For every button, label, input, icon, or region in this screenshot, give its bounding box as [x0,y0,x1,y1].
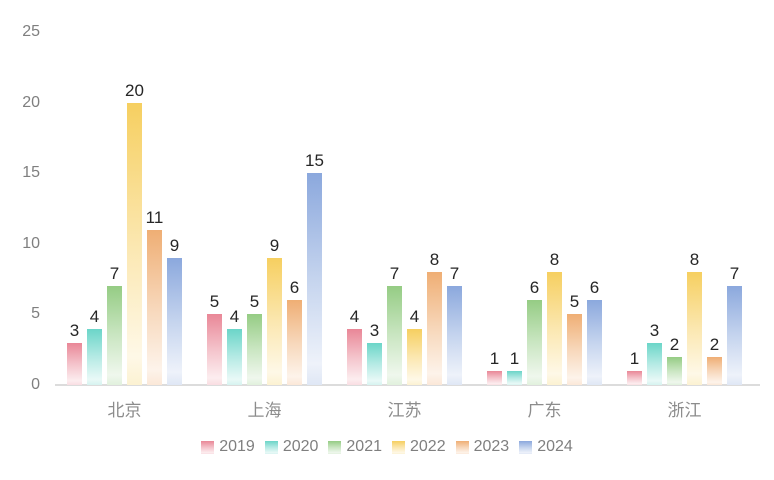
y-tick-label: 25 [22,23,40,40]
legend-item-2022: 2022 [392,438,446,456]
bar-group: 5 4 5 9 6 15 [207,152,324,385]
bar-2021: 6 [527,279,542,385]
bar-value-label: 8 [549,250,560,270]
bar-2024: 7 [447,265,462,385]
bar-value-label: 15 [305,151,324,171]
bar-2023: 11 [146,208,163,385]
bar-2019: 3 [67,321,82,385]
legend-label: 2021 [346,438,382,455]
bar-2020: 3 [367,321,382,385]
bar-2020: 3 [647,321,662,385]
bar-value-label: 9 [169,235,180,255]
legend-swatch-icon [201,440,215,454]
bar-2019: 4 [347,307,362,385]
legend-item-2021: 2021 [328,438,382,456]
bar-2019: 1 [487,349,502,385]
legend-swatch-icon [264,440,278,454]
bar-value-label: 3 [369,320,380,340]
bar-2024: 9 [167,236,182,385]
category-label: 北京 [107,401,142,420]
bar-2023: 5 [567,293,582,385]
bar-2022: 20 [125,81,144,385]
bar-value-label: 11 [145,207,164,227]
category-label: 广东 [527,401,562,420]
bar-value-label: 2 [669,334,680,354]
legend-label: 2023 [473,438,510,455]
category-label: 江苏 [387,401,422,420]
y-tick-label: 0 [31,376,40,393]
bar-2019: 1 [627,349,642,385]
bar-2023: 8 [427,251,442,385]
legend-swatch-icon [519,440,533,454]
y-tick-label: 10 [22,234,40,252]
bar-2022: 8 [687,251,702,385]
bar-2021: 2 [667,335,682,385]
category-label: 浙江 [667,401,702,420]
bar-value-label: 7 [449,264,460,284]
bar-2022: 4 [407,307,422,385]
bar-value-label: 5 [249,292,260,312]
bar-value-label: 5 [569,292,580,312]
y-tick-label: 5 [31,305,40,323]
bar-2024: 7 [727,265,742,385]
bar-2021: 5 [247,293,262,385]
legend-label: 2020 [282,438,319,455]
bar-value-label: 9 [269,235,280,255]
bar-2020: 1 [507,349,522,385]
y-tick-label: 20 [22,93,40,111]
bar-value-label: 8 [689,250,700,270]
bar-value-label: 3 [649,320,660,340]
bar-value-label: 3 [69,320,80,340]
bar-2022: 8 [547,251,562,385]
bar-value-label: 7 [389,264,400,284]
bar-2020: 4 [87,307,102,385]
x-axis-line [55,384,760,386]
bar-value-label: 7 [729,264,740,284]
bar-value-label: 2 [709,334,720,354]
bar-value-label: 4 [409,306,420,326]
legend-item-2019: 2019 [201,438,255,456]
bar-value-label: 6 [289,278,300,298]
legend-label: 2022 [410,438,446,455]
bar-2023: 6 [287,279,302,385]
bar-2023: 2 [707,335,722,385]
bar-2020: 4 [227,307,242,385]
legend-item-2024: 2024 [519,438,573,456]
bar-value-label: 20 [125,80,144,100]
bar-value-label: 1 [489,348,500,368]
legend-label: 2024 [537,438,573,455]
legend-item-2023: 2023 [455,438,510,456]
bar-2024: 15 [305,152,324,385]
bar-group: 3 4 7 20 11 9 [67,81,182,385]
bar-value-label: 6 [529,278,540,298]
bar-value-label: 1 [629,348,640,368]
category-label: 上海 [247,401,282,420]
legend: 2019 2020 2021 2022 2023 2024 [0,438,774,456]
bar-value-label: 1 [509,348,520,368]
bar-value-label: 8 [429,250,440,270]
bar-2022: 9 [267,236,282,385]
bar-value-label: 4 [349,306,360,326]
legend-label: 2019 [219,438,255,455]
legend-item-2020: 2020 [264,438,319,456]
bar-value-label: 7 [109,264,120,284]
bar-2021: 7 [387,265,402,385]
bar-2021: 7 [107,265,122,385]
bar-2024: 6 [587,279,602,385]
bar-value-label: 5 [209,292,220,312]
bar-2019: 5 [207,293,222,385]
bar-value-label: 6 [589,278,600,298]
legend-swatch-icon [328,440,342,454]
y-tick-label: 15 [22,164,40,182]
bar-value-label: 4 [89,306,100,326]
legend-swatch-icon [392,440,405,454]
bar-value-label: 4 [229,306,240,326]
legend-swatch-icon [455,440,469,454]
